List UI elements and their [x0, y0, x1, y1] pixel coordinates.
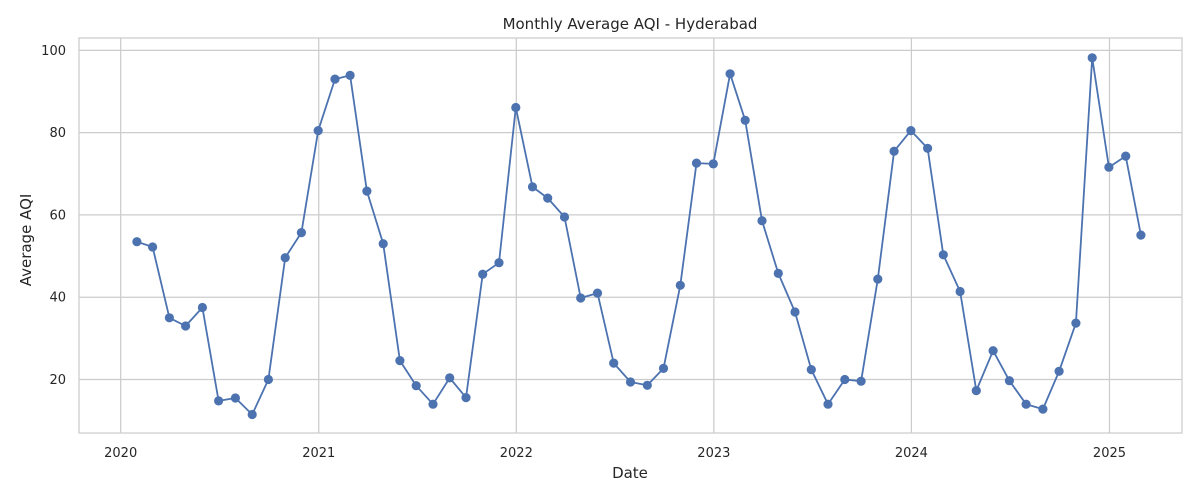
- data-point: [445, 373, 455, 383]
- data-point: [478, 269, 488, 279]
- data-point: [148, 242, 158, 252]
- data-point: [923, 143, 933, 153]
- data-point: [889, 146, 899, 156]
- data-point: [806, 365, 816, 375]
- x-tick-label: 2024: [895, 446, 928, 461]
- data-point: [330, 74, 340, 84]
- x-tick-label: 2020: [104, 446, 137, 461]
- data-point: [411, 381, 421, 391]
- y-tick-label: 80: [49, 126, 66, 141]
- data-point: [609, 358, 619, 368]
- data-point: [1004, 376, 1015, 386]
- data-point: [740, 115, 750, 125]
- data-point: [1104, 162, 1114, 172]
- y-tick-label: 20: [49, 373, 66, 388]
- data-point: [559, 212, 570, 222]
- data-point: [675, 280, 685, 290]
- data-point: [362, 186, 372, 196]
- data-point: [906, 126, 916, 136]
- data-point: [181, 321, 191, 331]
- data-point: [164, 313, 174, 323]
- data-point: [691, 158, 702, 168]
- data-point: [543, 193, 553, 203]
- data-point: [527, 182, 538, 192]
- data-point: [625, 377, 636, 387]
- data-point: [296, 228, 306, 238]
- y-axis-ticks: 20 40 60 80 100: [41, 44, 66, 388]
- data-point: [592, 288, 603, 298]
- data-point: [197, 302, 207, 313]
- data-point: [378, 239, 388, 249]
- data-point: [856, 376, 866, 386]
- data-point: [461, 393, 471, 403]
- x-tick-label: 2023: [697, 446, 730, 461]
- y-tick-label: 100: [41, 44, 66, 59]
- data-point: [428, 399, 438, 409]
- data-point: [708, 159, 718, 169]
- plot-frame: [78, 37, 1183, 434]
- data-point: [230, 393, 240, 403]
- data-point: [642, 380, 652, 390]
- data-point: [263, 374, 273, 385]
- data-point: [938, 250, 948, 260]
- data-point: [773, 268, 783, 278]
- x-axis-label: Date: [612, 464, 648, 482]
- data-point: [214, 396, 224, 406]
- x-tick-label: 2022: [500, 446, 533, 461]
- data-point: [247, 409, 257, 420]
- data-point: [1071, 318, 1081, 328]
- data-point: [658, 363, 669, 373]
- y-tick-label: 40: [49, 291, 66, 306]
- series-line: [136, 56, 1142, 416]
- data-point: [823, 399, 833, 409]
- y-axis-label: Average AQI: [17, 194, 35, 287]
- data-point: [132, 237, 142, 247]
- data-point: [1054, 366, 1064, 376]
- data-point: [345, 70, 355, 80]
- data-point: [511, 102, 521, 113]
- data-point: [1136, 230, 1146, 240]
- data-point: [725, 69, 735, 79]
- data-point: [395, 356, 405, 366]
- data-point: [971, 386, 981, 396]
- data-point: [840, 374, 850, 385]
- data-point: [790, 307, 800, 317]
- x-tick-label: 2021: [302, 446, 335, 461]
- data-point: [313, 126, 323, 136]
- data-point: [1021, 399, 1031, 409]
- series-layer: [132, 53, 1146, 420]
- data-point: [757, 216, 767, 226]
- x-axis-ticks: 2020 2021 2022 2023 2024 2025: [104, 446, 1126, 461]
- chart-title: Monthly Average AQI - Hyderabad: [503, 15, 758, 33]
- data-point: [1121, 151, 1131, 161]
- data-point: [988, 346, 998, 356]
- data-point: [873, 274, 883, 284]
- y-tick-label: 60: [49, 208, 66, 223]
- data-point: [1038, 404, 1048, 414]
- x-tick-label: 2025: [1093, 446, 1126, 461]
- data-point: [280, 253, 290, 263]
- data-point: [955, 286, 965, 297]
- data-point: [1087, 53, 1097, 63]
- data-point: [576, 293, 586, 303]
- data-point: [494, 258, 504, 268]
